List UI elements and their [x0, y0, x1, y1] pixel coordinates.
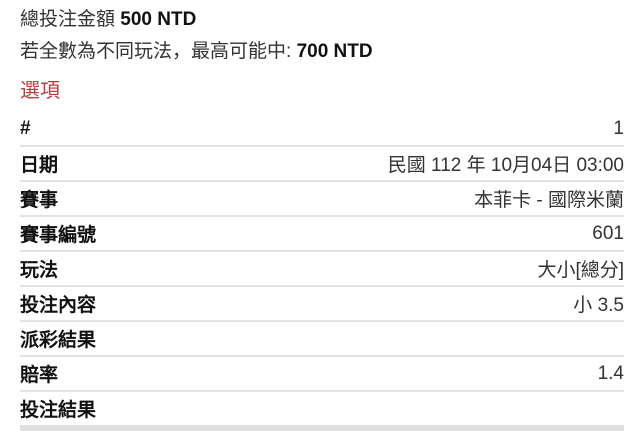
- row-label: 日期: [20, 155, 59, 176]
- total-bet-line: 總投注金額 500 NTD: [20, 4, 196, 31]
- row-value: 本菲卡 - 國際米蘭: [474, 190, 624, 211]
- table-row: 投注內容 小 3.5: [20, 287, 624, 322]
- table-row: 賽事編號 601: [20, 217, 624, 252]
- row-label: 賽事編號: [20, 225, 97, 246]
- row-label: 賽事: [20, 190, 59, 211]
- row-value: 大小[總分]: [537, 260, 624, 281]
- bet-detail-table: #1 日期 民國 112 年 10月04日 03:00 賽事 本菲卡 - 國際米蘭 …: [20, 112, 624, 431]
- row-label: 派彩結果: [20, 330, 97, 351]
- section-title: 選項: [20, 80, 60, 102]
- table-row: 派彩結果: [20, 322, 624, 357]
- row-label: 玩法: [20, 260, 59, 281]
- row-label: #: [20, 117, 31, 139]
- row-value: 民國 112 年 10月04日 03:00: [387, 155, 624, 176]
- total-bet-value: 500 NTD: [120, 9, 197, 30]
- row-value: 1.4: [597, 362, 624, 384]
- max-win-label: 若全數為不同玩法，最高可能中:: [20, 41, 292, 62]
- max-win-line: 若全數為不同玩法，最高可能中: 700 NTD: [20, 36, 373, 63]
- total-bet-label: 總投注金額: [20, 9, 116, 30]
- max-win-value: 700 NTD: [296, 41, 373, 62]
- row-value: 1: [613, 117, 624, 139]
- table-row: #1: [20, 112, 624, 147]
- row-value: 601: [592, 222, 624, 244]
- table-row: 賽事 本菲卡 - 國際米蘭: [20, 182, 624, 217]
- row-label: 賠率: [20, 365, 59, 386]
- row-value: 小 3.5: [573, 295, 624, 316]
- table-row: 玩法 大小[總分]: [20, 252, 624, 287]
- row-label: 投注內容: [20, 295, 97, 316]
- table-row: 日期 民國 112 年 10月04日 03:00: [20, 147, 624, 182]
- row-label: 投注結果: [20, 400, 97, 421]
- table-row: 賠率 1.4: [20, 357, 624, 392]
- table-row: 投注結果: [20, 392, 624, 431]
